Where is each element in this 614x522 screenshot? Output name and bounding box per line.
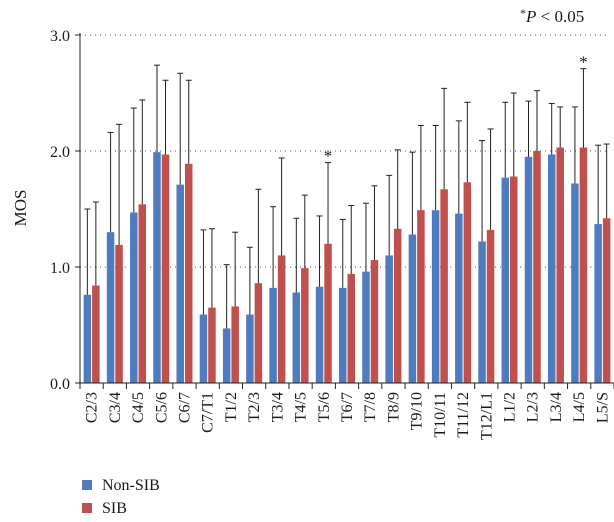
y-axis-label: MOS: [11, 190, 30, 227]
significance-annotation: *P < 0.05: [520, 6, 584, 26]
x-tick-label: C2/3: [84, 392, 101, 423]
bar-non-sib: [385, 255, 393, 383]
bar-sib: [486, 229, 495, 383]
x-tick-label: L2/3: [525, 392, 542, 422]
x-tick-label: T6/7: [339, 392, 356, 422]
y-tick-label: 1.0: [50, 260, 70, 277]
bar-non-sib: [199, 314, 208, 383]
x-tick-label: C5/6: [153, 392, 170, 423]
y-tick-label: 2.0: [50, 144, 70, 161]
bar-non-sib: [455, 213, 463, 383]
axes: [75, 33, 614, 389]
bar-sib: [208, 307, 216, 383]
x-tick-label: T3/4: [269, 392, 286, 422]
bar-non-sib: [130, 212, 138, 383]
legend-label-non-sib: Non-SIB: [102, 477, 160, 494]
y-tick-label: 3.0: [50, 28, 70, 45]
bar-sib: [301, 268, 309, 383]
bar-sib: [602, 218, 611, 383]
bar-non-sib: [315, 286, 324, 383]
bar-sib: [277, 255, 286, 383]
bar-non-sib: [571, 183, 579, 383]
annotation-threshold: < 0.05: [536, 7, 584, 26]
bar-non-sib: [292, 292, 301, 383]
annotation-star: *: [520, 6, 526, 20]
x-tick-label: C7/T1: [200, 392, 217, 433]
bar-non-sib: [594, 224, 602, 383]
bar-sib: [417, 210, 425, 383]
bar-sib: [184, 163, 193, 383]
x-tick-label: T11/12: [455, 392, 472, 438]
bar-non-sib: [153, 152, 161, 383]
x-tick-label: T4/5: [293, 392, 310, 422]
error-bars: [84, 64, 610, 329]
x-tick-label: T5/6: [316, 392, 333, 422]
bar-non-sib: [408, 234, 417, 383]
significance-star: *: [579, 53, 588, 72]
legend: Non-SIB SIB: [82, 477, 160, 517]
x-tick-label: T7/8: [362, 392, 379, 422]
x-tick-labels: C2/3 C3/4 C4/5 C5/6 C6/7 C7/T1 T1/2 T2/3 T3/4 T4/…: [84, 392, 612, 440]
legend-swatch-sib: [82, 503, 92, 513]
bar-non-sib: [83, 294, 92, 383]
bar-sib: [510, 176, 518, 383]
gridlines: [80, 34, 608, 268]
bar-sib: [115, 244, 123, 383]
bar-non-sib: [501, 177, 510, 383]
bar-sib: [533, 151, 541, 383]
bar-sib: [254, 283, 263, 383]
y-tick-label: 0.0: [50, 376, 70, 393]
bar-sib: [92, 285, 100, 383]
bar-non-sib: [339, 287, 347, 383]
legend-swatch-non-sib: [82, 480, 92, 490]
bar-non-sib: [246, 314, 254, 383]
bar-sib: [347, 273, 355, 383]
bar-non-sib: [431, 210, 440, 383]
bar-non-sib: [269, 287, 277, 383]
y-tick-labels: 0.0 1.0 2.0 3.0: [50, 28, 70, 393]
x-tick-label: C6/7: [176, 392, 193, 423]
bar-non-sib: [478, 241, 486, 383]
bar-sib: [556, 147, 564, 383]
bar-sib: [231, 306, 239, 383]
bar-non-sib: [524, 156, 533, 383]
bar-non-sib: [547, 154, 556, 383]
x-tick-label: T8/9: [385, 392, 402, 422]
bar-sib: [579, 147, 588, 383]
annotation-p: P: [525, 7, 536, 26]
bar-non-sib: [176, 184, 184, 383]
bar-non-sib: [106, 232, 115, 383]
bar-sib: [161, 154, 170, 383]
x-tick-label: L5/S: [594, 392, 611, 423]
significance-markers: **: [324, 53, 588, 166]
x-tick-label: L3/4: [548, 392, 565, 422]
bar-sib: [138, 204, 147, 383]
bar-sib: [463, 182, 472, 383]
bar-sib: [393, 228, 402, 383]
bar-non-sib: [362, 271, 370, 383]
bar-sib: [370, 260, 379, 383]
x-tick-label: C4/5: [130, 392, 147, 423]
x-tick-label: T1/2: [223, 392, 240, 422]
bar-series: [83, 147, 611, 383]
x-tick-label: L4/5: [571, 392, 588, 422]
x-tick-label: L1/2: [502, 392, 519, 422]
x-tick-label: C3/4: [107, 392, 124, 423]
bar-non-sib: [222, 328, 231, 383]
bar-sib: [440, 189, 448, 383]
bar-sib: [324, 243, 332, 383]
x-tick-label: T10/11: [432, 392, 449, 438]
significance-star: *: [324, 147, 333, 166]
legend-label-sib: SIB: [102, 500, 127, 517]
x-tick-label: T9/10: [409, 392, 426, 430]
x-tick-label: T2/3: [246, 392, 263, 422]
x-tick-label: T12/L1: [478, 392, 495, 440]
